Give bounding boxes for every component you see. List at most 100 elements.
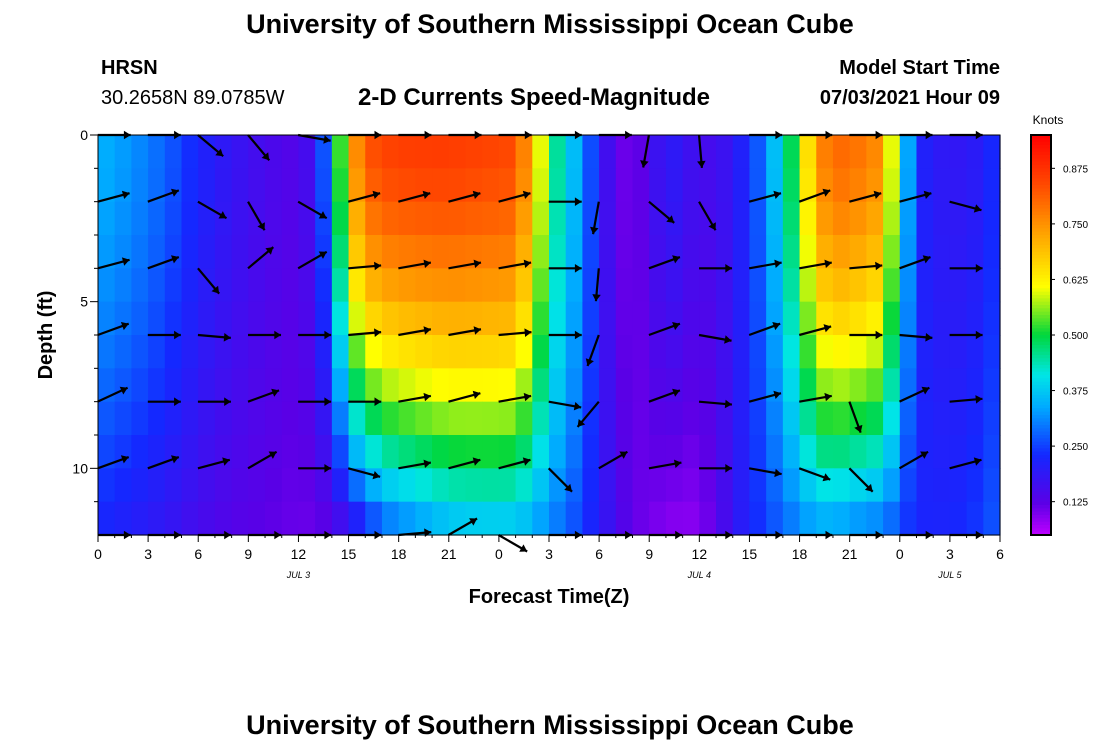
heat-cell <box>916 135 934 169</box>
heat-cell <box>448 268 467 303</box>
heat-cell <box>699 468 717 503</box>
heat-cell <box>832 468 851 503</box>
colorbar-swatch <box>1031 435 1051 439</box>
heat-cell <box>716 201 734 236</box>
heat-cell <box>398 235 416 269</box>
heat-cell <box>265 168 283 203</box>
heat-cell <box>532 168 550 203</box>
heat-cell <box>532 301 550 336</box>
heat-cell <box>866 435 884 469</box>
heat-cell <box>632 368 650 403</box>
heat-cell <box>732 368 751 403</box>
x-tick-label: 6 <box>595 546 603 562</box>
colorbar-swatch <box>1031 508 1051 513</box>
colorbar-swatch <box>1031 475 1051 479</box>
heat-cell <box>966 368 984 403</box>
heat-cell <box>649 335 667 369</box>
heat-cell <box>198 168 216 203</box>
heat-cell <box>398 401 416 436</box>
heat-cell <box>916 368 934 403</box>
heat-cell <box>682 135 700 169</box>
current-vector <box>592 268 601 302</box>
colorbar-swatch <box>1031 398 1051 403</box>
heat-cell <box>682 401 700 436</box>
heat-cell <box>615 135 634 169</box>
heat-cell <box>214 235 233 269</box>
heat-cell <box>498 468 517 503</box>
heat-cell <box>365 235 383 269</box>
heat-cell <box>949 268 968 303</box>
heat-cell <box>98 335 116 369</box>
heat-cell <box>298 401 316 436</box>
heat-cell <box>766 135 784 169</box>
colorbar-swatch <box>1031 245 1051 249</box>
heat-cell <box>665 501 684 536</box>
heat-cell <box>832 435 851 469</box>
heat-cell <box>949 401 968 436</box>
heat-cell <box>515 268 533 303</box>
heat-cell <box>782 168 801 203</box>
colorbar-swatch <box>1031 231 1051 236</box>
colorbar-swatch <box>1031 185 1051 189</box>
heat-cell <box>632 301 650 336</box>
heat-cell <box>532 401 550 436</box>
heat-cell <box>348 435 366 469</box>
heat-cell <box>148 301 166 336</box>
heat-cell <box>832 301 851 336</box>
heat-cell <box>549 501 567 536</box>
current-vector <box>247 134 271 161</box>
heat-cell <box>866 501 884 536</box>
heat-cell <box>448 335 467 369</box>
heat-cell <box>498 401 517 436</box>
heat-cell <box>198 435 216 469</box>
heat-cell <box>381 268 400 303</box>
current-vector <box>798 467 831 482</box>
heat-cell <box>599 235 617 269</box>
colorbar: 0.875 0.750 0.625 0.500 0.375 0.250 0.125 <box>1030 134 1088 536</box>
colorbar-swatch <box>1031 531 1051 536</box>
current-vector <box>748 259 782 270</box>
colorbar-swatch <box>1031 421 1051 426</box>
current-vector <box>949 264 983 273</box>
heat-cell <box>883 368 901 403</box>
heat-cell <box>832 235 851 269</box>
colorbar-swatch <box>1031 488 1051 493</box>
heat-cell <box>131 368 149 403</box>
heat-cell <box>281 468 300 503</box>
current-vector <box>648 200 675 224</box>
colorbar-swatch <box>1031 221 1051 226</box>
heat-cell <box>782 368 801 403</box>
heat-cell <box>265 501 283 536</box>
heat-cell <box>599 201 617 236</box>
heat-cell <box>966 168 984 203</box>
colorbar-swatch <box>1031 378 1051 383</box>
heat-cell <box>832 268 851 303</box>
heat-cell <box>131 135 149 169</box>
current-vector <box>648 388 681 403</box>
heat-cell <box>766 401 784 436</box>
heat-cell <box>231 168 249 203</box>
heat-cell <box>749 435 767 469</box>
heat-cell <box>899 501 918 536</box>
heat-cell <box>448 301 467 336</box>
heat-cell <box>331 235 350 269</box>
colorbar-swatch <box>1031 501 1051 506</box>
heat-cell <box>966 301 984 336</box>
heat-cell <box>682 435 700 469</box>
colorbar-swatch <box>1031 235 1051 239</box>
heat-cell <box>649 168 667 203</box>
colorbar-swatch <box>1031 368 1051 373</box>
current-vector <box>147 255 180 270</box>
colorbar-swatch <box>1031 371 1051 376</box>
heat-cell <box>599 168 617 203</box>
current-vector <box>648 459 682 470</box>
heat-cell <box>749 335 767 369</box>
heat-cell <box>766 501 784 536</box>
colorbar-swatch <box>1031 295 1051 299</box>
heat-cell <box>298 435 316 469</box>
heat-cell <box>415 368 433 403</box>
heat-cell <box>365 135 383 169</box>
heat-cell <box>716 335 734 369</box>
heat-cell <box>448 468 467 503</box>
